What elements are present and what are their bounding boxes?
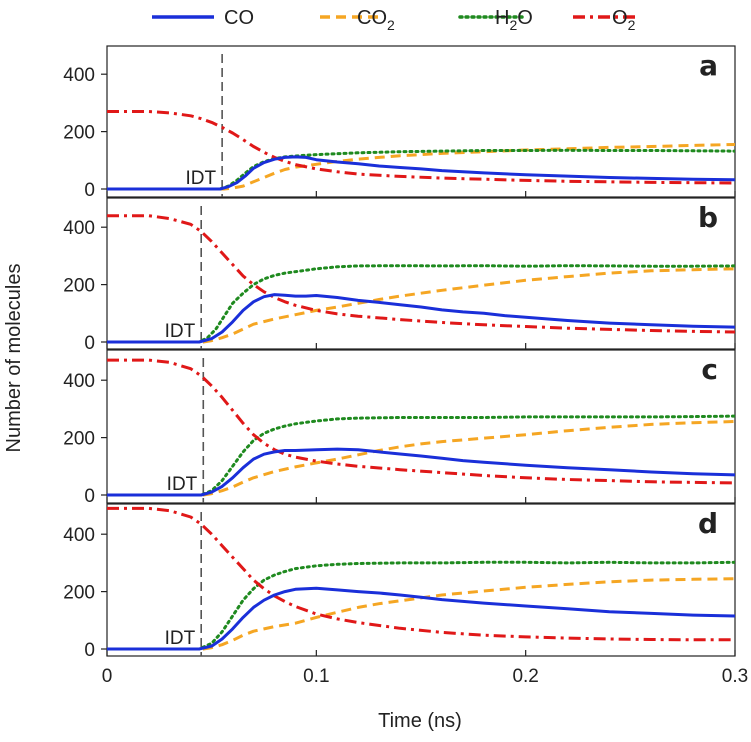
panel-c: 0 200 400 IDT c — [63, 349, 736, 507]
panel-frame — [106, 197, 736, 350]
x-tick-label: 0.1 — [303, 666, 329, 687]
x-axis-ticks: 0 0.1 0.2 0.3 — [102, 666, 749, 687]
series-line-co — [107, 155, 735, 191]
y-tick-label: 200 — [63, 276, 95, 297]
y-axis-title: Number of molecules — [3, 264, 25, 453]
panel-d: 0 200 400 IDT d — [63, 503, 736, 661]
y-tick-label: 200 — [63, 429, 95, 450]
series-line-h2o — [107, 414, 735, 497]
series-line-h2o — [107, 264, 735, 344]
x-tick-label: 0 — [102, 666, 113, 687]
panel-frame — [106, 349, 736, 504]
y-tick-label: 400 — [63, 525, 95, 546]
idt-label: IDT — [186, 168, 217, 189]
series-line-o2 — [107, 214, 735, 334]
x-tick-label: 0.3 — [722, 666, 748, 687]
idt-label: IDT — [165, 628, 196, 649]
y-tick-label: 200 — [63, 123, 95, 144]
y-tick-label: 400 — [63, 65, 95, 86]
series-line-co2 — [107, 267, 735, 344]
legend-item-co2: CO2 — [320, 7, 395, 33]
panel-plot-area — [107, 54, 735, 197]
legend-label-co2: CO2 — [357, 7, 395, 33]
y-tick-label: 200 — [63, 583, 95, 604]
panel-plot-area — [107, 506, 735, 656]
panel-letter: c — [701, 353, 718, 386]
y-tick-label: 0 — [84, 180, 95, 201]
idt-label: IDT — [167, 474, 198, 495]
panel-letter: b — [698, 201, 718, 234]
y-tick-label: 0 — [84, 486, 95, 507]
legend-item-co: CO — [152, 7, 254, 29]
panel-plot-area — [107, 206, 735, 349]
panel-plot-area — [107, 358, 735, 503]
panel-frame — [106, 45, 736, 198]
legend-label-h2o: H2O — [495, 7, 533, 33]
series-line-o2 — [107, 110, 735, 185]
series-line-o2 — [107, 506, 735, 642]
legend-label-o2: O2 — [612, 7, 636, 33]
y-tick-label: 400 — [63, 218, 95, 239]
panel-b: 0 200 400 IDT b — [63, 197, 736, 354]
y-tick-label: 0 — [84, 333, 95, 354]
x-axis-title: Time (ns) — [378, 710, 462, 732]
series-line-h2o — [107, 560, 735, 651]
idt-label: IDT — [165, 321, 196, 342]
series-line-co — [107, 293, 735, 344]
y-tick-label: 400 — [63, 371, 95, 392]
series-line-h2o — [107, 148, 735, 191]
panel-frame — [106, 503, 736, 657]
legend-item-h2o: H2O — [458, 7, 533, 33]
series-line-co2 — [107, 420, 735, 497]
panel-letter: a — [699, 49, 718, 82]
panel-letter: d — [698, 507, 718, 540]
panel-a: 0 200 400 IDT a — [63, 45, 736, 201]
legend-item-o2: O2 — [573, 7, 636, 33]
series-line-co — [107, 447, 735, 497]
series-line-o2 — [107, 358, 735, 485]
x-tick-label: 0.2 — [512, 666, 538, 687]
y-tick-label: 0 — [84, 640, 95, 661]
panels: 0 200 400 IDT a 0 200 400 IDT b 0 200 400 IDT c 0 200 400… — [63, 45, 736, 661]
series-line-co — [107, 586, 735, 651]
series-line-co2 — [107, 577, 735, 651]
legend: CO CO2 H2O O2 — [152, 7, 636, 33]
legend-label-co: CO — [224, 7, 254, 29]
